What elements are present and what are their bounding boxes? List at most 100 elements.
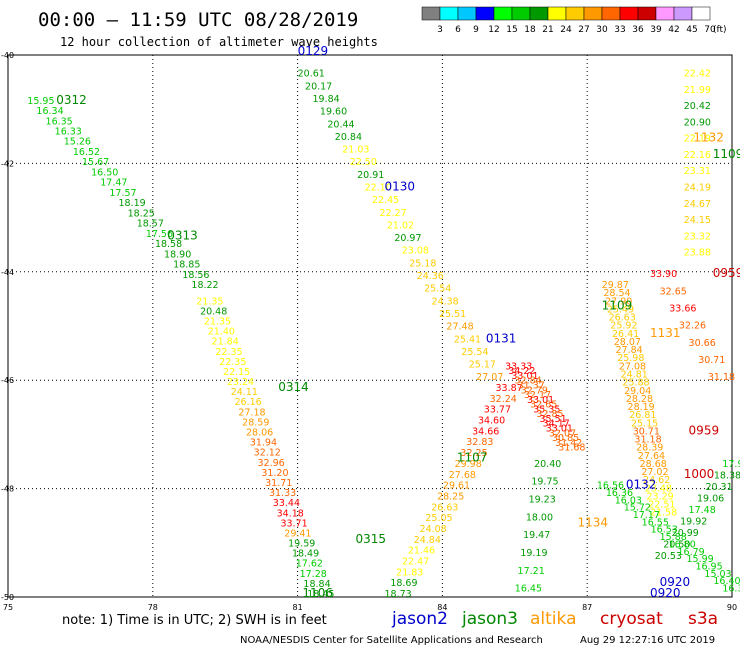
wave-height-value: 34.66 [472, 426, 499, 437]
colorbar-tick-label: 36 [632, 25, 644, 35]
wave-height-value: 33.44 [273, 498, 300, 509]
wave-height-value: 20.99 [672, 528, 699, 539]
wave-height-value: 32.84 [515, 376, 542, 387]
wave-height-value: 20.31 [705, 482, 732, 493]
wave-height-value: 17.96 [722, 459, 740, 470]
colorbar: 3 6 9 12 15 18 21 24 27 30 33 36 39 42 45 70 [421, 6, 716, 35]
wave-height-value: 26.63 [609, 313, 636, 324]
wave-height-value: 24.62 [643, 475, 670, 486]
wave-height-value: 16.55 [642, 517, 669, 528]
wave-height-value: 17.56 [146, 229, 173, 240]
wave-height-value: 22.27 [379, 208, 406, 219]
wave-height-value: 19.92 [680, 517, 707, 528]
wave-height-value: 28.07 [614, 337, 641, 348]
y-tick-label: -44 [1, 268, 14, 277]
wave-height-value: 19.60 [320, 107, 347, 118]
wave-height-value: 21.46 [408, 546, 435, 557]
wave-height-value: 16.03 [615, 495, 642, 506]
wave-height-value: 33.01 [527, 395, 554, 406]
wave-height-value: 21.35 [196, 296, 223, 307]
wave-height-value: 19.84 [312, 94, 339, 105]
pass-label: 0132 [626, 478, 657, 492]
wave-height-value: 17.48 [689, 505, 716, 516]
legend-entry-altika: altika [530, 609, 577, 629]
colorbar-swatch [691, 6, 711, 21]
wave-height-value: 28.39 [636, 443, 663, 454]
colorbar-swatch [475, 6, 495, 21]
x-tick-label: 90 [727, 603, 737, 612]
colorbar-swatch [655, 6, 675, 21]
wave-height-value: 19.23 [529, 495, 556, 506]
wave-height-value: 18.25 [128, 208, 155, 219]
wave-height-value: 32.65 [660, 286, 687, 297]
footer-credit: NOAA/NESDIS Center for Satellite Applica… [240, 635, 543, 646]
wave-height-value: 33.90 [650, 269, 677, 280]
pass-label: 1109 [713, 147, 740, 161]
wave-height-value: 31.71 [265, 478, 292, 489]
wave-height-value: 17.28 [300, 569, 327, 580]
wave-height-value: 15.88 [660, 532, 687, 543]
pass-label: 1000 [684, 467, 715, 481]
wave-height-value: 25.18 [409, 258, 436, 269]
wave-height-value: 22.10 [365, 183, 392, 194]
wave-height-value: 29.41 [284, 528, 311, 539]
pass-label: 0315 [356, 532, 387, 546]
pass-label: 0131 [486, 331, 517, 345]
wave-height-value: 30.85 [552, 433, 579, 444]
pass-label: 0920 [650, 586, 681, 600]
wave-height-value: 22.19 [684, 134, 711, 145]
colorbar-swatch [457, 6, 477, 21]
wave-height-value: 20.61 [298, 69, 325, 80]
wave-height-value: 28.28 [626, 394, 653, 405]
wave-height-value: 24.08 [420, 524, 447, 535]
pass-label: 1131 [650, 326, 681, 340]
wave-height-value: 16.50 [91, 167, 118, 178]
wave-height-value: 22.35 [219, 357, 246, 368]
x-tick-label: 81 [293, 603, 303, 612]
wave-height-value: 21.58 [650, 508, 677, 519]
wave-height-value: 17.21 [518, 566, 545, 577]
wave-height-value: 18.58 [155, 239, 182, 250]
wave-height-value: 29.98 [455, 459, 482, 470]
wave-height-value: 30.66 [689, 338, 716, 349]
wave-height-value: 23.31 [684, 166, 711, 177]
wave-height-value: 19.75 [531, 477, 558, 488]
wave-height-value: 28.19 [628, 402, 655, 413]
wave-height-value: 19.47 [523, 530, 550, 541]
pass-label: 0313 [167, 228, 198, 242]
wave-height-value: 16.35 [46, 116, 73, 127]
wave-height-value: 24.84 [414, 535, 441, 546]
colorbar-tick-label: 30 [596, 25, 608, 35]
wave-height-value: 20.42 [684, 101, 711, 112]
wave-height-value: 17.57 [109, 188, 136, 199]
wave-height-value: 20.91 [357, 170, 384, 181]
wave-height-value: 27.08 [619, 361, 646, 372]
wave-height-value: 18.73 [384, 589, 411, 600]
pass-label: 1134 [578, 516, 609, 530]
pass-label: 1109 [602, 299, 633, 313]
wave-height-value: 28.68 [640, 459, 667, 470]
wave-height-value: 33.01 [546, 424, 573, 435]
wave-height-value: 21.35 [204, 317, 231, 328]
wave-height-value: 24.67 [684, 199, 711, 210]
legend-entry-cryosat: cryosat [600, 609, 663, 629]
wave-height-value: 32.79 [521, 385, 548, 396]
pass-label: 1106 [302, 586, 333, 600]
wave-height-value: 19.06 [697, 493, 724, 504]
legend-entry-jason2: jason2 [391, 609, 448, 629]
y-tick-label: -50 [1, 593, 14, 602]
colorbar-swatch [421, 6, 441, 21]
wave-height-value: 18.85 [173, 260, 200, 271]
wave-height-value: 25.54 [461, 347, 488, 358]
wave-height-value: 30.71 [633, 426, 660, 437]
colorbar-tick-label: 45 [686, 25, 697, 35]
wave-height-value: 32.24 [490, 394, 517, 405]
wave-height-value: 21.40 [208, 327, 235, 338]
wave-height-value: 15.03 [704, 569, 731, 580]
wave-height-value: 24.19 [684, 183, 711, 194]
wave-height-value: 15.26 [64, 137, 91, 148]
wave-height-value: 24.81 [621, 369, 648, 380]
wave-height-value: 31.20 [261, 468, 288, 479]
wave-height-value: 28.06 [246, 428, 273, 439]
wave-height-value: 33.87 [495, 383, 522, 394]
